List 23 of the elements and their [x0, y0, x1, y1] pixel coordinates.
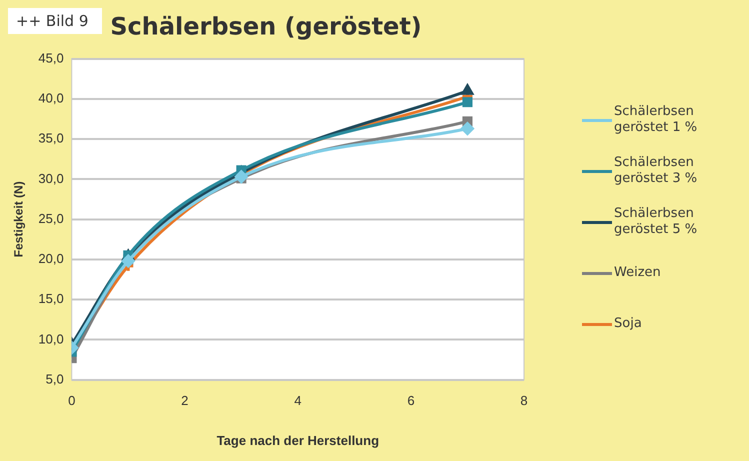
y-tick-label: 45,0	[38, 50, 64, 66]
y-tick-label: 30,0	[38, 170, 64, 186]
chart-title: Schälerbsen (geröstet)	[110, 12, 422, 41]
y-tick-label: 10,0	[38, 331, 64, 346]
x-tick-label: 2	[181, 393, 188, 408]
legend-label: Schälerbsen geröstet 1 %	[614, 104, 698, 136]
x-tick-label: 8	[520, 393, 528, 408]
text: ++ Bild 9	[8, 8, 102, 34]
legend-label: Schälerbsen geröstet 3 %	[614, 155, 698, 187]
y-tick-label: 20,0	[38, 251, 64, 266]
y-tick-label: 5,0	[46, 371, 64, 386]
y-axis-title: Festigkeit (N)	[12, 181, 26, 258]
legend-label: Schälerbsen geröstet 5 %	[614, 206, 698, 238]
x-tick-label: 6	[407, 393, 415, 408]
x-tick-label: 4	[294, 393, 302, 408]
x-axis-title: Tage nach der Herstellung	[216, 432, 380, 448]
y-tick-label: 35,0	[38, 130, 64, 146]
y-tick-label: 40,0	[38, 90, 64, 106]
legend-label: Weizen	[614, 265, 661, 281]
y-tick-label: 15,0	[38, 291, 64, 306]
legend-label: Soja	[614, 316, 642, 332]
x-tick-label: 0	[68, 393, 76, 408]
y-tick-label: 25,0	[38, 210, 64, 226]
